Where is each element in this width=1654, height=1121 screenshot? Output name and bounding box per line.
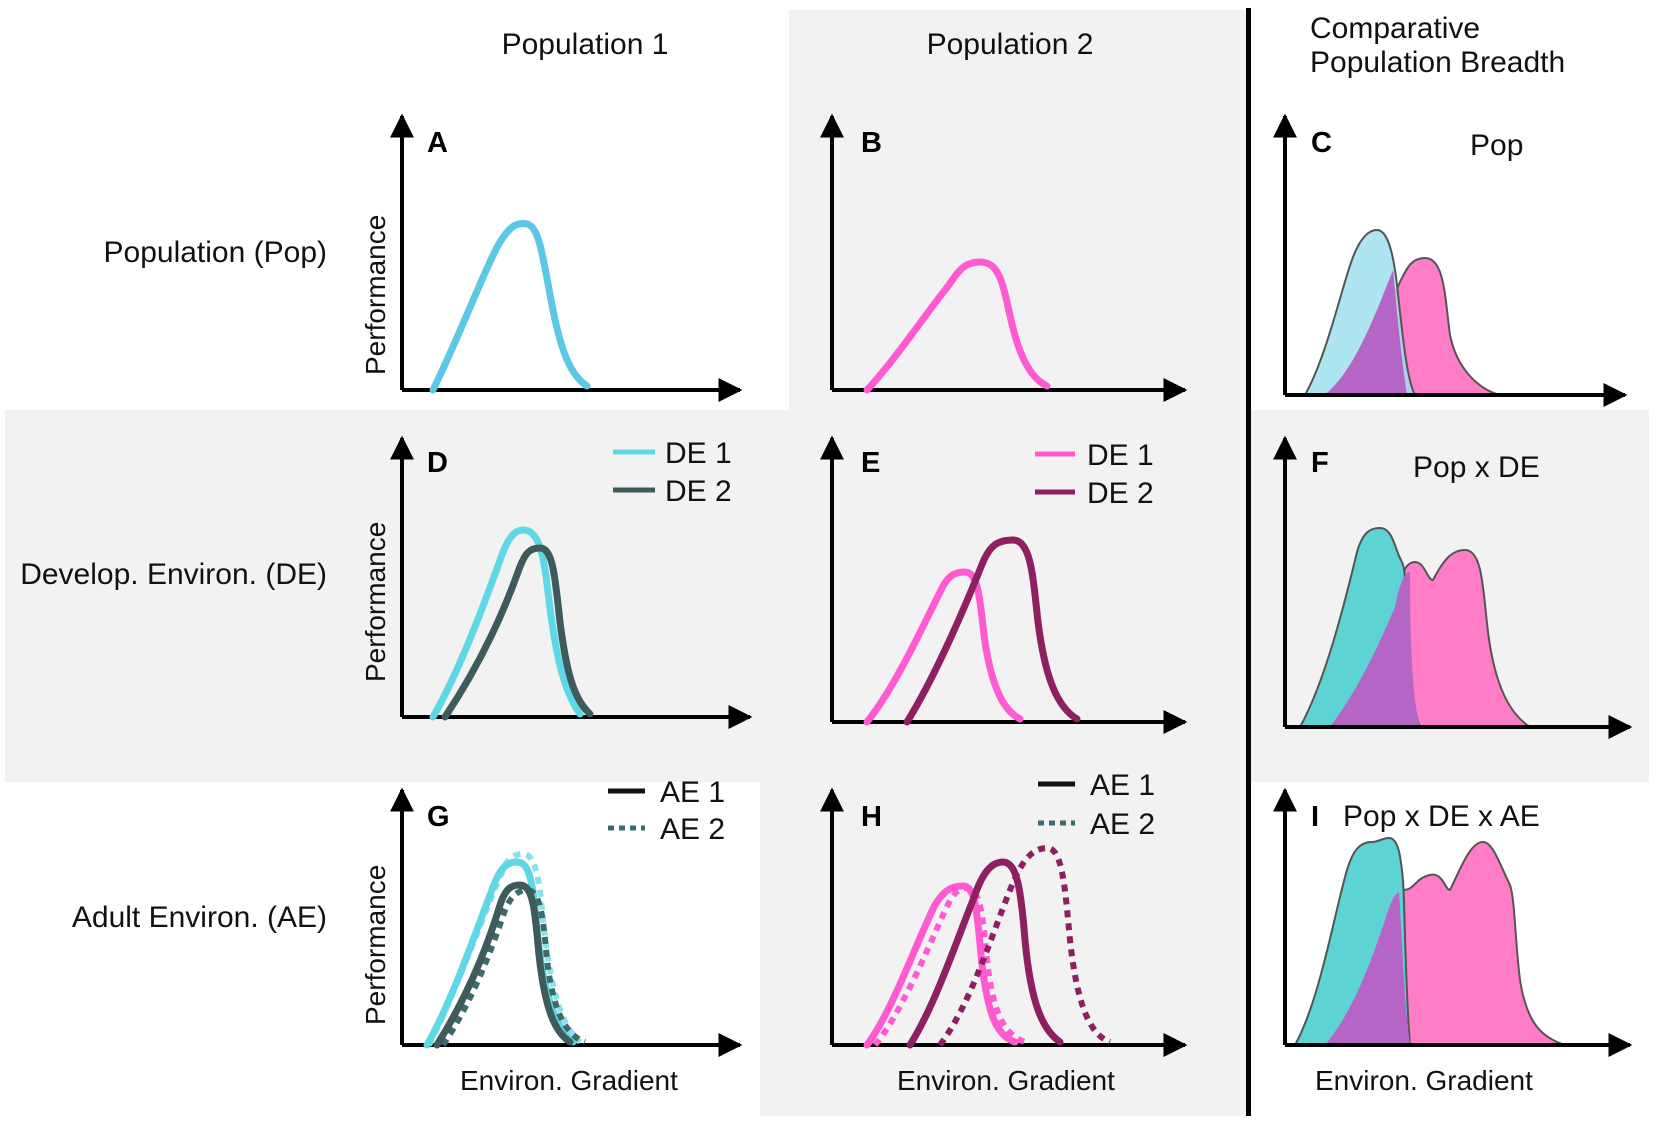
x-axis-label: Environ. Gradient [897,1065,1115,1096]
row-label-population: Population (Pop) [103,236,327,269]
panel-h: H Environ. Gradient AE 1 AE 2 [820,769,1188,1096]
legend-de2-label: DE 2 [665,475,732,508]
panel-title-c: Pop [1470,129,1523,162]
panel-label-h: H [861,801,882,833]
de1-curve [429,526,584,721]
legend-de1-label: DE 1 [665,437,732,470]
y-axis-label: Performance [360,865,391,1025]
panel-label-a: A [427,127,448,159]
panel-label-f: F [1311,447,1329,479]
row-label-develop-environ: Develop. Environ. (DE) [20,558,327,591]
panel-a: A Performance [360,113,743,402]
panel-label-e: E [861,447,880,479]
panel-g: G Performance Environ. Gradient AE 1 AE … [360,776,743,1096]
panel-f: F Pop x DE [1273,435,1633,739]
panel-c: C Pop [1273,113,1628,407]
panel-label-g: G [427,801,450,833]
ae1-curve-purple [906,858,1064,1049]
ae2-dotted-curve-teal [440,886,587,1047]
legend-de1-label: DE 1 [1087,439,1154,472]
column-title-population-2: Population 2 [926,28,1094,61]
row-label-adult-environ: Adult Environ. (AE) [71,901,327,934]
pop2-bottom-background [760,782,1246,1116]
panel-e: E DE 1 DE 2 [820,435,1188,734]
panel-b: B [820,113,1188,402]
ae1-curve-teal [433,881,574,1049]
overlap-fill [1325,270,1407,395]
legend-de2-label: DE 2 [1087,477,1154,510]
panel-label-i: I [1311,801,1319,833]
legend-ae1-label: AE 1 [660,776,725,809]
pop1-curve [429,220,591,394]
panel-label-c: C [1311,127,1332,159]
legend-ae2-label: AE 2 [1090,808,1155,841]
overlap-fill [1325,892,1410,1045]
x-axis-label: Environ. Gradient [460,1065,678,1096]
column-title-population-1: Population 1 [501,28,669,61]
pop2-curve [863,258,1051,394]
y-axis-label: Performance [360,215,391,375]
panel-title-i: Pop x DE x AE [1343,800,1540,833]
y-axis-label: Performance [360,522,391,682]
panel-title-f: Pop x DE [1413,451,1540,484]
ae1-curve-pink [863,882,1019,1049]
de2-curve [441,544,594,721]
panel-d: D Performance DE 1 DE 2 [360,435,753,729]
de1-curve [863,568,1024,726]
panel-label-b: B [861,127,882,159]
overlap-fill [1330,572,1420,727]
legend-ae2-label: AE 2 [660,813,725,846]
de2-curve [903,536,1081,726]
x-axis-label: Environ. Gradient [1315,1065,1533,1096]
column-divider [1246,8,1251,1116]
ae2-dotted-curve-purple [937,844,1112,1047]
panel-label-d: D [427,447,448,479]
legend-ae1-label: AE 1 [1090,769,1155,802]
column-title-comparative-breadth: Comparative Population Breadth [1310,12,1566,79]
panel-i: I Pop x DE x AE Environ. Gradient [1273,787,1633,1096]
